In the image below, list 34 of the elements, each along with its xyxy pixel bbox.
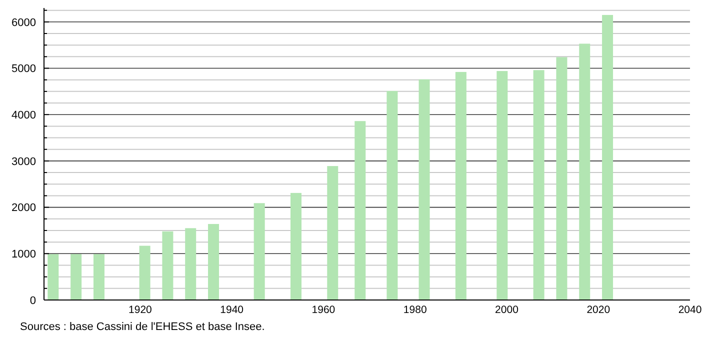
bar [93,254,104,300]
bar [290,192,302,300]
y-tick-label: 0 [30,294,36,307]
bar [602,14,614,300]
bar [455,72,466,300]
bar [386,90,398,300]
x-tick-label: 1960 [312,304,336,316]
x-tick-label: 2040 [678,304,702,316]
bar [48,254,59,300]
source-note: Sources : base Cassini de l'EHESS et base Insee. [20,321,265,333]
x-tick-label: 1980 [403,304,427,316]
bar [254,203,265,300]
x-tick-label: 1920 [128,304,152,316]
x-tick-label: 2020 [586,304,610,316]
bar [496,71,508,300]
x-tick-label: 2000 [495,304,519,316]
y-tick-label: 6000 [12,16,36,29]
x-tick-label: 1940 [220,304,244,316]
y-tick-label: 2000 [12,202,36,214]
bar [208,224,220,300]
y-tick-label: 1000 [12,248,36,260]
y-tick-label: 4000 [12,109,36,122]
bar [533,70,544,300]
bar [556,57,568,300]
y-tick-label: 5000 [12,63,36,76]
bar [162,231,174,300]
bar [70,254,82,300]
bar [185,228,196,300]
bar [327,166,338,300]
y-tick-label: 3000 [12,156,36,168]
bar [354,121,366,300]
bar [579,44,590,300]
bar [418,79,430,300]
bar [139,246,150,300]
